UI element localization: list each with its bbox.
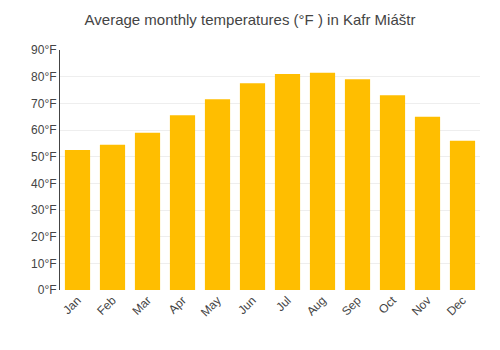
svg-text:40°F: 40°F <box>31 177 56 191</box>
svg-text:Aug: Aug <box>304 293 329 318</box>
svg-text:0°F: 0°F <box>38 283 57 297</box>
svg-text:90°F: 90°F <box>31 43 56 57</box>
svg-text:30°F: 30°F <box>31 203 56 217</box>
svg-text:Mar: Mar <box>129 293 154 318</box>
svg-text:Jun: Jun <box>235 293 259 317</box>
svg-text:60°F: 60°F <box>31 123 56 137</box>
svg-text:Oct: Oct <box>376 293 400 317</box>
svg-text:Nov: Nov <box>409 293 434 318</box>
svg-text:Sep: Sep <box>339 293 364 318</box>
svg-text:10°F: 10°F <box>31 257 56 271</box>
svg-text:70°F: 70°F <box>31 97 56 111</box>
svg-text:Dec: Dec <box>444 293 469 318</box>
svg-text:20°F: 20°F <box>31 230 56 244</box>
svg-text:Average monthly temperatures (: Average monthly temperatures (°F ) in Ka… <box>85 11 416 28</box>
svg-text:Feb: Feb <box>94 293 119 318</box>
svg-text:Jan: Jan <box>60 293 84 317</box>
svg-text:80°F: 80°F <box>31 70 56 84</box>
svg-text:50°F: 50°F <box>31 150 56 164</box>
svg-text:Apr: Apr <box>166 293 189 316</box>
svg-text:Jul: Jul <box>273 293 294 314</box>
svg-text:May: May <box>198 293 224 319</box>
